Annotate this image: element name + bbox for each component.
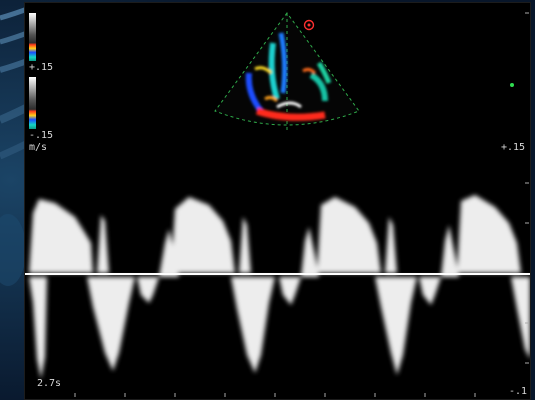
- colorbar-bottom-label: -.15: [29, 130, 54, 141]
- spectral-doppler-trace: [29, 195, 530, 379]
- right-scale-bottom-label: -.1: [509, 386, 528, 397]
- right-scale-top-label: +.15: [501, 142, 526, 153]
- velocity-color-bar: [29, 13, 36, 61]
- velocity-unit-label: m/s: [29, 142, 48, 153]
- doppler-graphics: [25, 12, 530, 397]
- ultrasound-display: +.15 -.15 m/s +.15 -.1 2.7s: [24, 2, 531, 400]
- sample-volume-marker-icon: [303, 19, 315, 31]
- time-ticks: [74, 393, 476, 397]
- velocity-scale-ticks: [525, 12, 529, 364]
- color-doppler-sector-icon: [214, 12, 360, 133]
- colorbar-top-label: +.15: [29, 62, 54, 73]
- sweep-time-label: 2.7s: [37, 378, 62, 389]
- ecg-marker-icon: [510, 83, 514, 87]
- velocity-color-bar-lower: [29, 77, 36, 129]
